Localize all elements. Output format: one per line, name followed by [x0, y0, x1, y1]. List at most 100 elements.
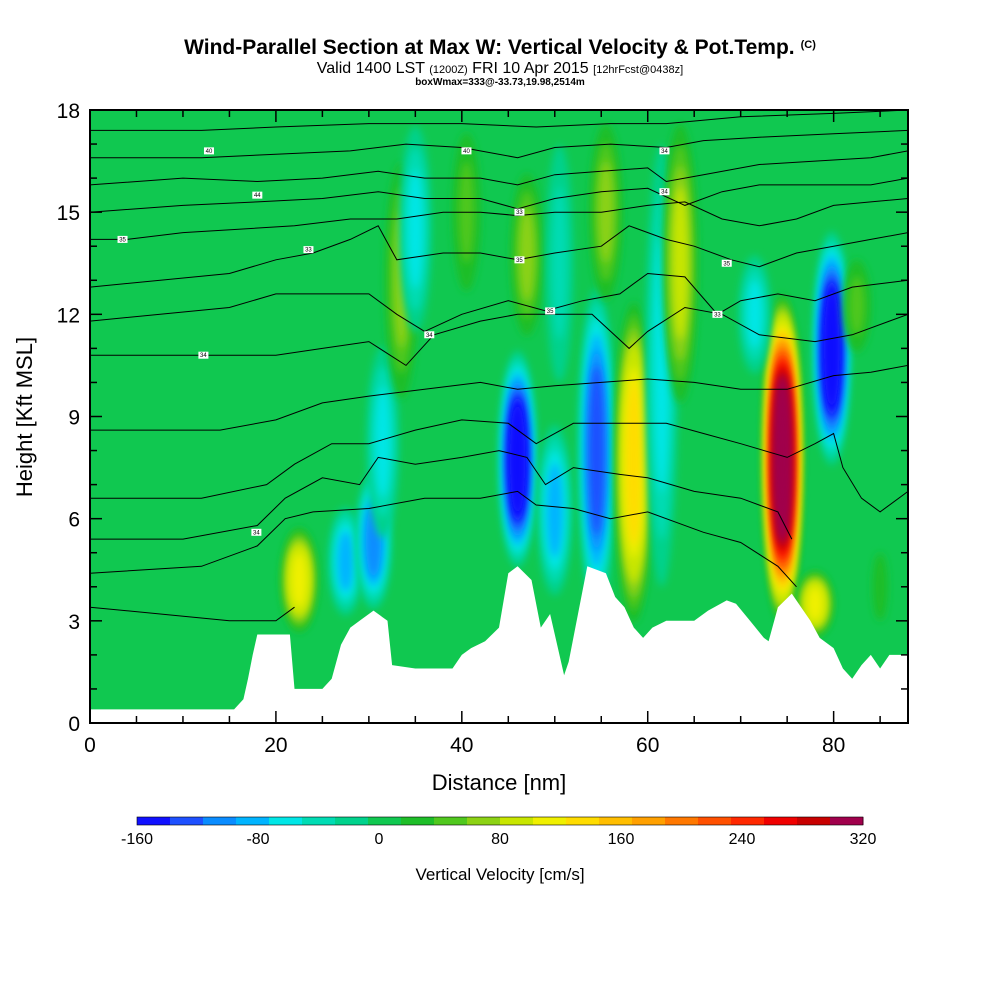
contour-label-bg — [514, 208, 525, 216]
box-info: boxWmax=333@-33.73,19.98,2514m — [415, 77, 585, 88]
velocity-band — [672, 186, 688, 340]
velocity-band — [872, 552, 888, 621]
colorbar-swatch — [269, 817, 303, 825]
contour-label: 35 — [547, 309, 554, 315]
velocity-band — [547, 463, 563, 557]
x-tick-label: 20 — [264, 734, 287, 757]
isentrope-line — [90, 306, 908, 367]
isentrope-line — [90, 490, 797, 588]
velocity-plume — [663, 123, 698, 404]
colorbar-swatch — [566, 817, 600, 825]
contour-label: 33 — [305, 248, 312, 254]
colorbar-tick-label: 240 — [729, 831, 756, 848]
x-tick-label: 40 — [450, 734, 473, 757]
contour-label-bg — [659, 147, 670, 155]
velocity-band — [519, 207, 535, 302]
isentrope-line — [90, 450, 793, 540]
velocity-band — [375, 386, 391, 498]
velocity-band — [598, 161, 614, 264]
velocity-plume — [842, 259, 871, 353]
colorbar-tick-label: -160 — [121, 831, 153, 848]
velocity-plume — [537, 424, 572, 596]
velocity-plume — [796, 571, 834, 637]
velocity-plume — [280, 527, 318, 633]
colorbar-tick-label: -80 — [246, 831, 269, 848]
velocity-band — [849, 276, 865, 336]
contour-label: 33 — [714, 312, 721, 318]
contour-label-bg — [712, 310, 723, 318]
colorbar-swatch — [203, 817, 237, 825]
colorbar-swatch — [302, 817, 336, 825]
colorbar-tick-label: 160 — [608, 831, 635, 848]
velocity-plume — [812, 231, 851, 466]
velocity-plume — [762, 294, 803, 624]
y-tick-label: 3 — [68, 611, 80, 634]
velocity-band — [509, 403, 526, 515]
velocity-plume — [872, 552, 888, 621]
isentrope-line — [90, 177, 908, 213]
y-tick-label: 15 — [57, 202, 80, 225]
contour-label-bg — [545, 307, 556, 315]
colorbar: -160 -80 0 80 160 240 320 — [121, 816, 877, 848]
terrain — [90, 566, 908, 723]
colorbar-swatch — [533, 817, 567, 825]
contour-label: 44 — [254, 193, 261, 199]
contour-label: 35 — [723, 261, 730, 267]
velocity-plume — [498, 350, 537, 568]
y-axis: 0 3 6 9 12 15 18 — [57, 100, 908, 736]
y-axis-title: Height [Kft MSL] — [12, 337, 37, 497]
colorbar-swatch — [236, 817, 270, 825]
velocity-plume — [545, 144, 574, 383]
velocity-plume — [328, 506, 363, 616]
subtitle-forecast: [12hrFcst@0438z] — [593, 64, 684, 76]
velocity-band — [291, 552, 307, 608]
contour-label: 40 — [206, 149, 213, 155]
contour-label: 34 — [426, 333, 433, 339]
colorbar-swatch — [797, 817, 831, 825]
contour-label: 35 — [516, 258, 523, 264]
velocity-band — [824, 288, 840, 408]
contour-label-bg — [198, 351, 209, 359]
colorbar-swatch — [170, 817, 204, 825]
colorbar-tick-label: 320 — [850, 831, 877, 848]
contour-label-bg — [252, 191, 263, 199]
terrain-mask — [90, 566, 908, 723]
colorbar-swatch — [467, 817, 501, 825]
isentrope-line — [90, 606, 295, 622]
y-tick-label: 12 — [57, 304, 80, 327]
contour-label-bg — [203, 147, 214, 155]
isentrope-line — [90, 364, 908, 431]
colorbar-swatch — [731, 817, 765, 825]
colorbar-swatch — [599, 817, 633, 825]
x-tick-label: 0 — [84, 734, 96, 757]
contour-label: 34 — [661, 190, 668, 196]
x-tick-label: 60 — [636, 734, 659, 757]
contour-label-bg — [303, 246, 314, 254]
velocity-band — [551, 186, 568, 340]
colorbar-swatch — [665, 817, 699, 825]
chart-title-text: Wind-Parallel Section at Max W: Vertical… — [184, 36, 795, 59]
subtitle-valid: Valid 1400 LST — [316, 60, 425, 77]
velocity-band — [774, 378, 791, 540]
colorbar-frame — [136, 816, 864, 826]
colorbar-swatch — [500, 817, 534, 825]
y-tick-label: 6 — [68, 509, 80, 532]
x-axis: 0 20 40 60 80 — [84, 110, 881, 757]
isentrope-line — [90, 129, 908, 159]
velocity-plume — [738, 255, 771, 374]
copyright-mark: (C) — [800, 39, 816, 51]
isentrope-line — [90, 225, 908, 288]
contour-label-bg — [514, 256, 525, 264]
velocity-band — [338, 531, 354, 592]
colorbar-title: Vertical Velocity [cm/s] — [415, 865, 584, 884]
velocity-band — [589, 365, 605, 536]
potential-temperature-contours — [90, 110, 908, 622]
contour-label: 35 — [119, 237, 126, 243]
velocity-band — [747, 280, 763, 349]
contour-label-bg — [659, 188, 670, 196]
velocity-plume — [510, 173, 544, 336]
contour-label: 34 — [253, 530, 260, 536]
contour-label: 34 — [200, 353, 207, 359]
contour-label-bg — [424, 331, 435, 339]
